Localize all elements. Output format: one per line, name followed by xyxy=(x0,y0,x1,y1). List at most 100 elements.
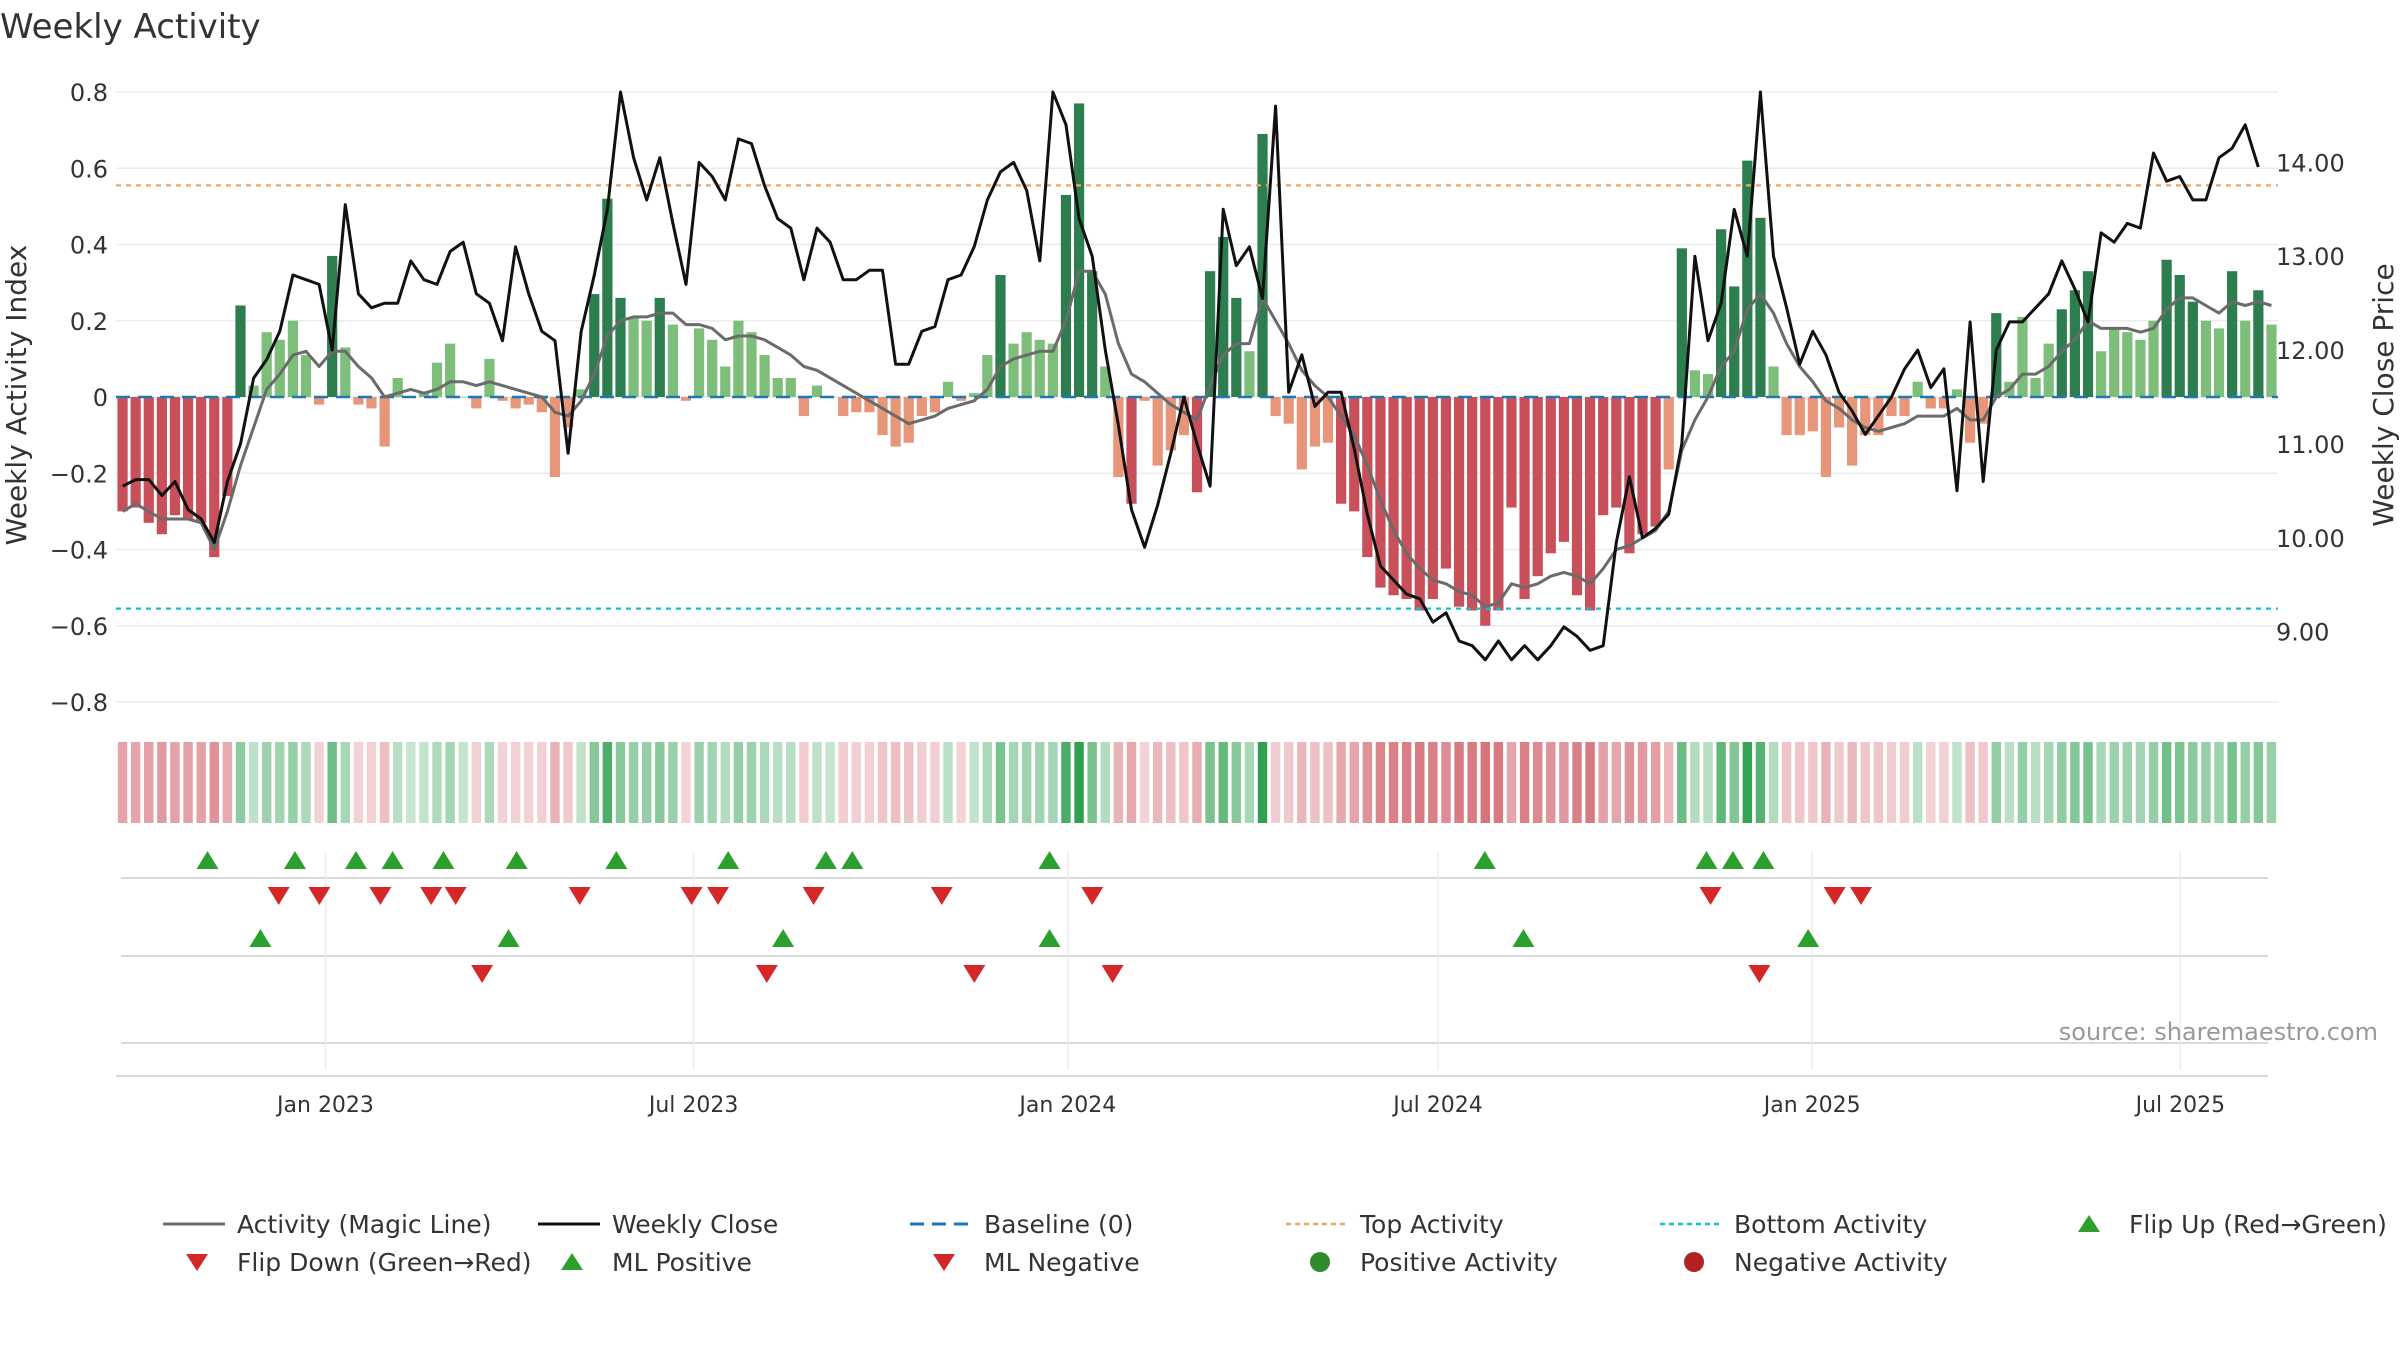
heat-strip-cell xyxy=(1297,742,1307,823)
ml-negative-marker xyxy=(1101,965,1124,983)
heat-strip-cell xyxy=(1860,742,1870,823)
activity-bar xyxy=(471,397,482,409)
ml-negative-marker xyxy=(471,965,494,983)
activity-bar xyxy=(510,397,521,409)
y-tick-label-left: 0.8 xyxy=(70,79,108,107)
y-tick-label-right: 9.00 xyxy=(2276,619,2329,647)
ml-positive-marker xyxy=(1038,929,1061,947)
y-tick-label-right: 14.00 xyxy=(2276,149,2345,177)
activity-bar xyxy=(274,339,285,397)
activity-bar xyxy=(392,377,403,397)
activity-bar xyxy=(1611,397,1622,508)
activity-bar xyxy=(1951,389,1963,397)
activity-bar xyxy=(1912,381,1923,397)
legend-marker-triangle-up xyxy=(2078,1215,2100,1232)
flip-down-marker xyxy=(420,887,443,905)
activity-bar xyxy=(1309,397,1321,447)
activity-bar xyxy=(1742,160,1753,397)
activity-bar xyxy=(1755,217,1766,397)
heat-strip-cell xyxy=(1912,742,1923,823)
heat-strip-cell xyxy=(825,742,835,823)
activity-bar xyxy=(1322,397,1334,443)
y-tick-label-left: 0.6 xyxy=(70,155,108,183)
activity-bar xyxy=(995,275,1006,397)
activity-bar xyxy=(982,355,993,397)
activity-bar xyxy=(785,377,796,397)
activity-bar xyxy=(1558,397,1569,542)
heat-strip-cell xyxy=(524,742,534,823)
heat-strip-cell xyxy=(956,742,966,823)
activity-bar xyxy=(2187,301,2198,397)
activity-bar xyxy=(1060,194,1072,397)
flip-down-marker xyxy=(1823,887,1846,905)
activity-bar xyxy=(1860,397,1871,436)
activity-bar xyxy=(576,389,587,397)
activity-bar xyxy=(1820,397,1832,478)
heat-strip-cell xyxy=(720,742,731,823)
ml-positive-marker xyxy=(772,929,795,947)
heat-strip-cell xyxy=(2135,742,2146,823)
heat-strip-cell xyxy=(2004,742,2015,823)
activity-bar xyxy=(1493,397,1504,611)
activity-bar xyxy=(1676,248,1687,397)
activity-bar xyxy=(1925,397,1936,409)
heat-strip-cell xyxy=(759,742,770,823)
heat-strip-cell xyxy=(1519,742,1530,823)
activity-bar xyxy=(536,397,547,413)
heat-strip-cell xyxy=(812,742,822,823)
heat-strip-cell xyxy=(995,742,1006,823)
x-tick-label: Jul 2023 xyxy=(647,1093,739,1118)
heat-strip-cell xyxy=(1559,742,1569,823)
heat-strip-cell xyxy=(1585,742,1595,823)
activity-bar xyxy=(1624,397,1635,554)
activity-bar xyxy=(1794,397,1805,436)
activity-bar xyxy=(562,397,574,428)
heat-strip-cell xyxy=(1808,742,1818,823)
activity-bar xyxy=(2174,275,2185,397)
activity-bar xyxy=(379,397,390,447)
activity-bar xyxy=(641,320,652,397)
activity-bar xyxy=(1716,229,1727,397)
activity-bar xyxy=(969,393,980,397)
heat-strip-cell xyxy=(327,742,337,823)
activity-bar xyxy=(1506,397,1517,508)
activity-bar xyxy=(1427,397,1438,600)
activity-bar xyxy=(549,397,561,478)
heat-strip-cell xyxy=(2240,742,2250,823)
heat-strip-cell xyxy=(1179,742,1189,823)
heat-strip-cell xyxy=(261,742,272,823)
heat-strip-cell xyxy=(314,742,324,823)
heat-strip-cell xyxy=(1650,742,1661,823)
activity-bar xyxy=(1414,397,1425,611)
activity-bar xyxy=(2200,320,2212,397)
heat-strip-cell xyxy=(1493,742,1504,823)
heat-strip-cell xyxy=(615,742,626,823)
ml-negative-marker xyxy=(755,965,778,983)
heat-strip-cell xyxy=(2266,742,2277,823)
heat-strip-cell xyxy=(458,742,468,823)
heat-strip-cell xyxy=(1795,742,1805,823)
heat-strip-cell xyxy=(1388,742,1399,823)
heat-strip-cell xyxy=(1480,742,1490,823)
activity-bar xyxy=(1584,397,1596,611)
heat-strip-cell xyxy=(1899,742,1910,823)
heat-strip-cell xyxy=(157,742,167,823)
heat-strip-cell xyxy=(589,742,599,823)
activity-bar xyxy=(1231,297,1242,397)
heat-strip-cell xyxy=(2057,742,2067,823)
heat-strip-cell xyxy=(2122,742,2133,823)
activity-bar xyxy=(602,198,613,397)
legend-marker-circle xyxy=(1310,1252,1330,1272)
y-tick-label-left: −0.4 xyxy=(50,537,108,565)
activity-bar xyxy=(707,339,718,397)
ml-negative-marker xyxy=(1748,965,1771,983)
heat-strip-cell xyxy=(2253,742,2264,823)
activity-bar xyxy=(2109,328,2120,397)
flip-down-marker xyxy=(1081,887,1104,905)
flip-up-marker xyxy=(1695,851,1718,869)
activity-bar xyxy=(1440,397,1452,569)
activity-bar xyxy=(182,397,194,519)
heat-strip-cell xyxy=(904,742,914,823)
activity-bar xyxy=(1100,366,1111,397)
heat-strip-cell xyxy=(1768,742,1779,823)
